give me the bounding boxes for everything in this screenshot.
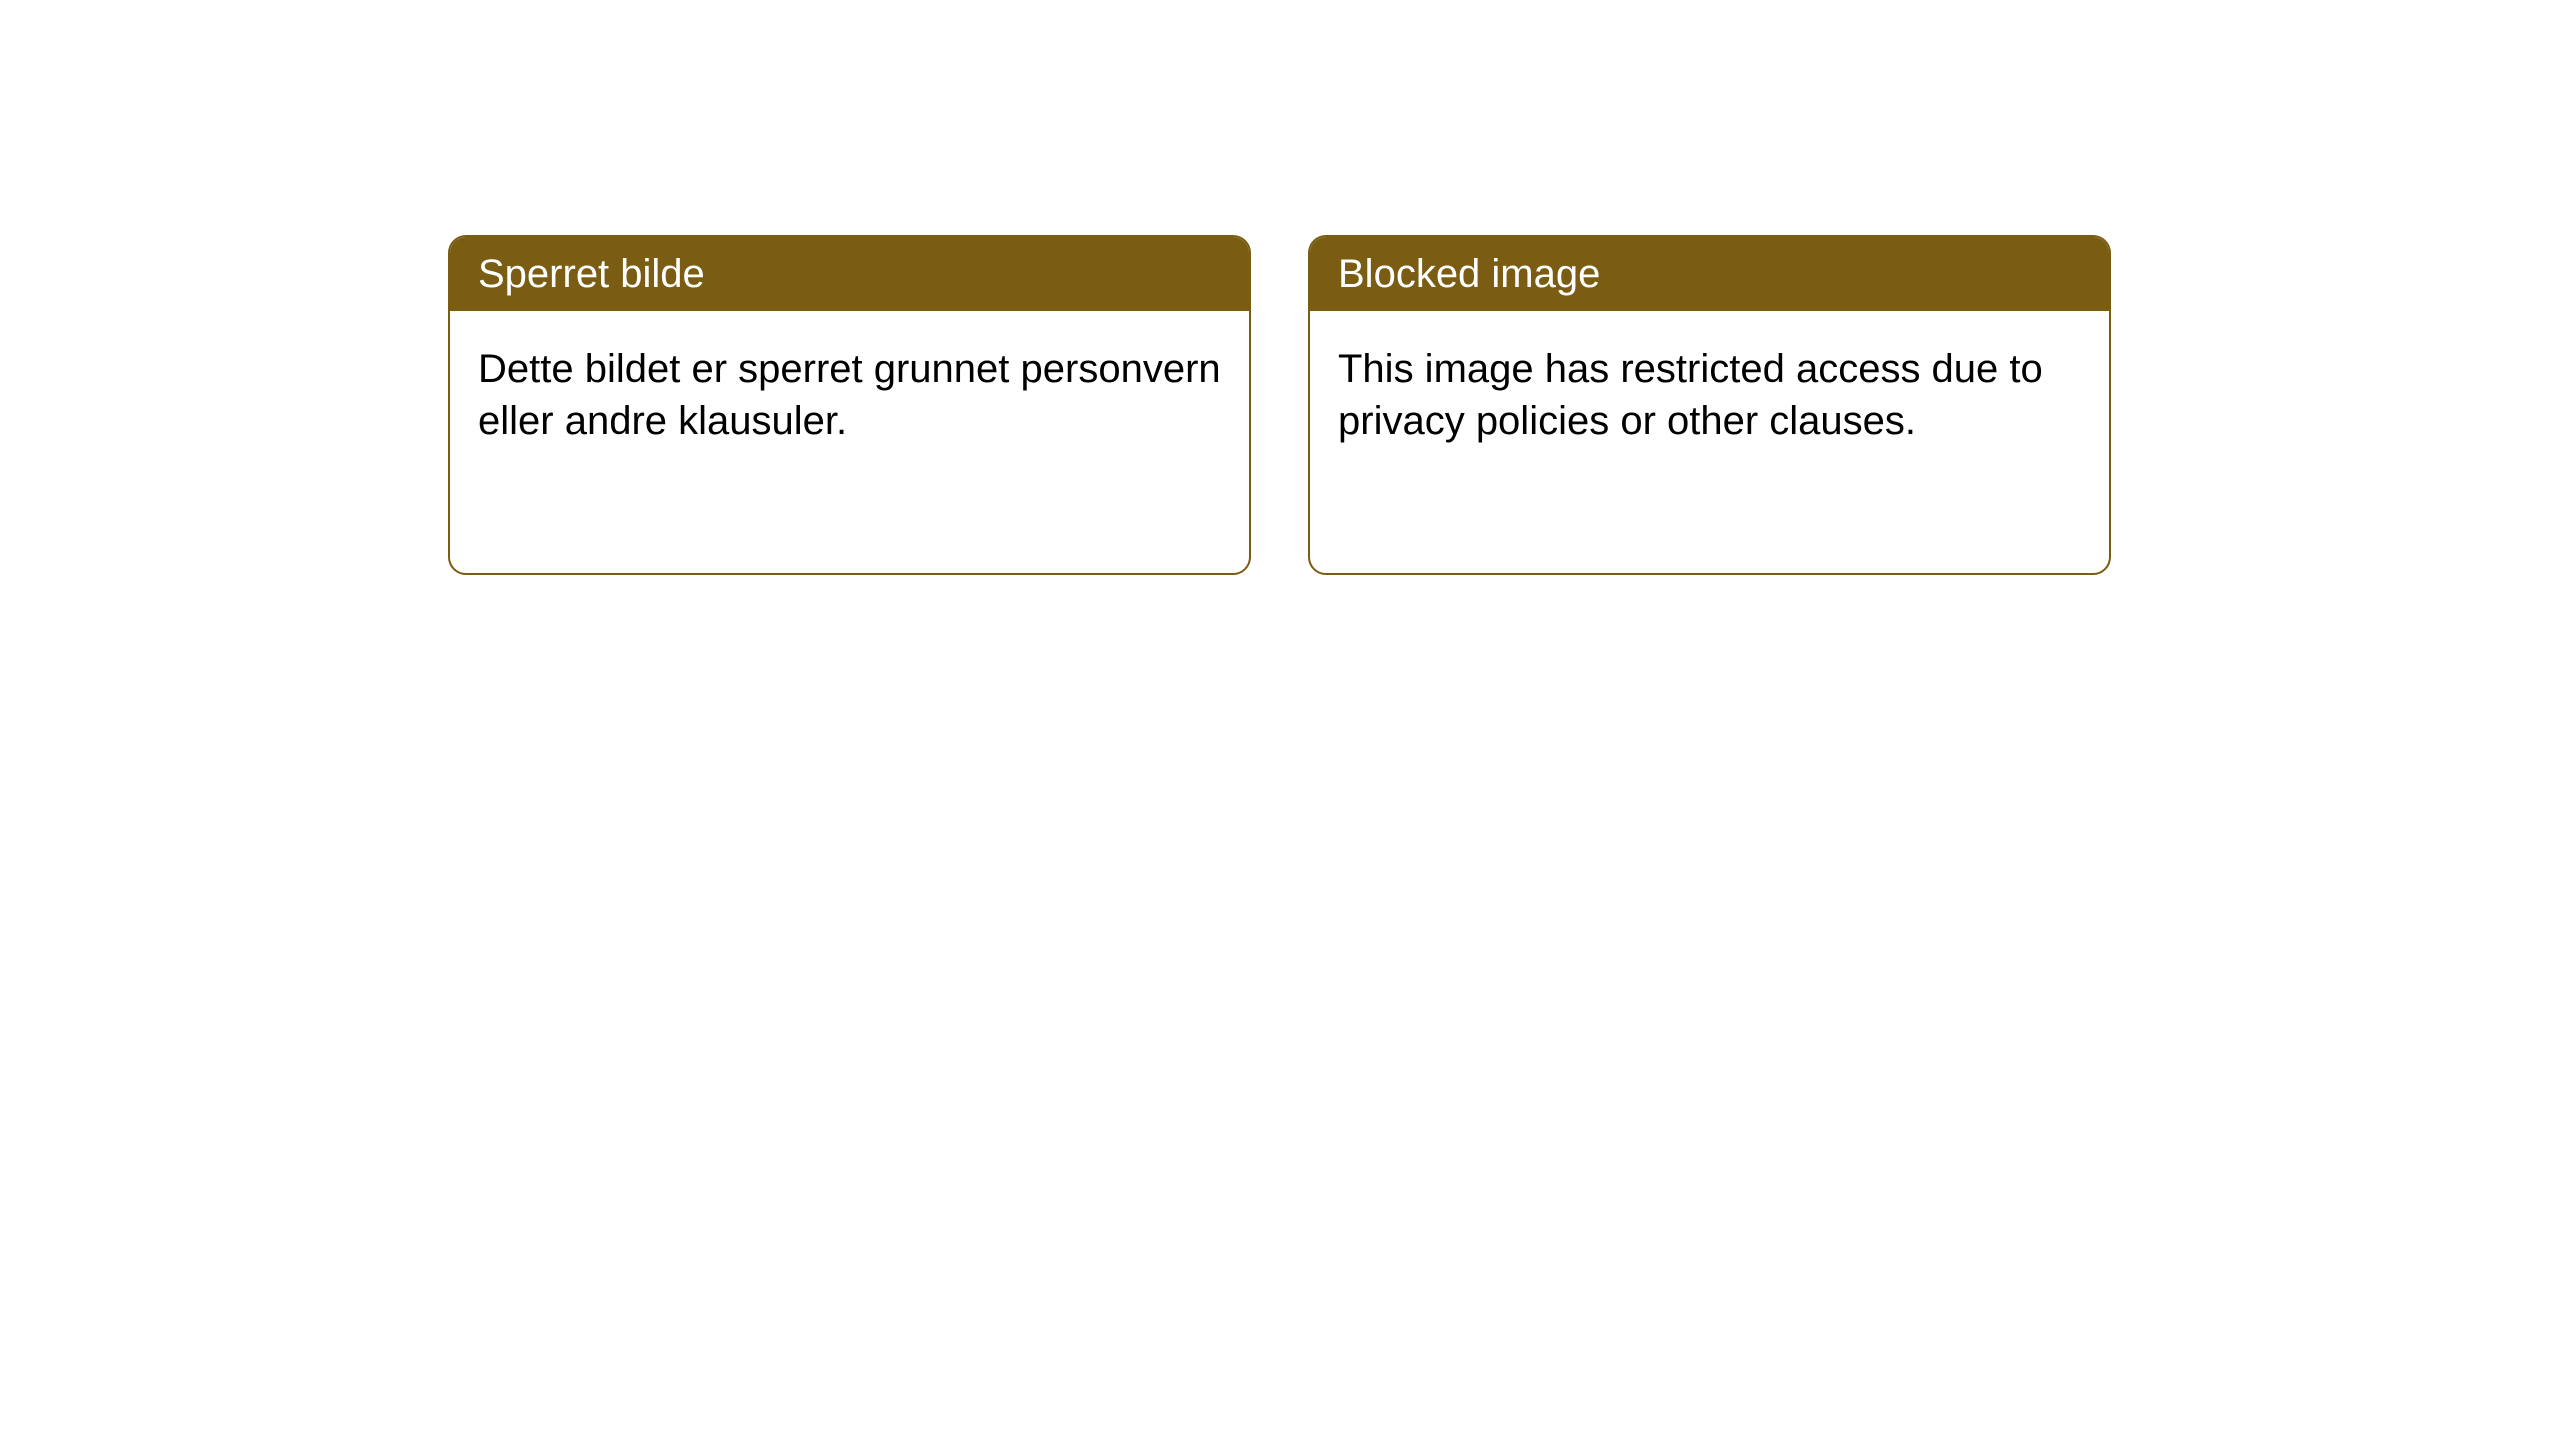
card-body-text: Dette bildet er sperret grunnet personve… bbox=[478, 347, 1221, 443]
notice-card-norwegian: Sperret bilde Dette bildet er sperret gr… bbox=[448, 235, 1251, 575]
card-body: This image has restricted access due to … bbox=[1310, 311, 2109, 479]
card-header: Blocked image bbox=[1310, 237, 2109, 311]
card-header-text: Blocked image bbox=[1338, 252, 1600, 296]
card-header: Sperret bilde bbox=[450, 237, 1249, 311]
card-body: Dette bildet er sperret grunnet personve… bbox=[450, 311, 1249, 479]
card-header-text: Sperret bilde bbox=[478, 252, 705, 296]
card-body-text: This image has restricted access due to … bbox=[1338, 347, 2043, 443]
notice-card-english: Blocked image This image has restricted … bbox=[1308, 235, 2111, 575]
notice-cards-container: Sperret bilde Dette bildet er sperret gr… bbox=[448, 235, 2111, 575]
